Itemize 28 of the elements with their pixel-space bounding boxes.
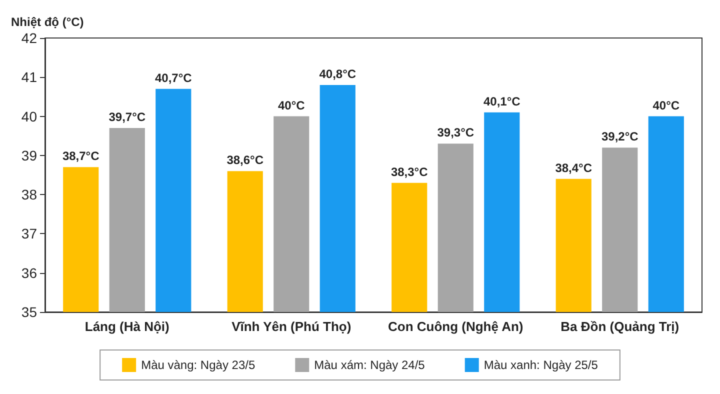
data-label: 39,2°C [601,130,639,144]
data-label: 40,1°C [483,94,521,108]
legend-label: Màu xám: Ngày 24/5 [314,358,426,372]
y-tick-label: 37 [21,226,38,242]
y-tick-label: 36 [21,264,38,281]
y-tick-label: 35 [21,304,38,320]
data-label: 40,8°C [319,66,356,81]
data-label: 38,7°C [62,149,100,164]
data-label: 40°C [278,98,306,112]
y-tick-label: 42 [21,30,38,46]
x-tick-label: Vĩnh Yên (Phú Thọ) [232,319,352,334]
data-label: 39,7°C [108,110,146,124]
data-label: 38,6°C [226,153,264,168]
data-label: 39,3°C [437,126,474,140]
data-label: 38,3°C [390,164,428,179]
data-label: 40°C [652,98,680,112]
x-tick-label: Láng (Hà Nội) [84,319,170,334]
legend-label: Màu xanh: Ngày 25/5 [484,358,598,372]
y-axis-title: Nhiệt độ (°C) [11,15,84,29]
y-tick-label: 40 [21,108,38,124]
y-tick-label: 38 [21,186,38,203]
data-label: 40,7°C [154,70,192,85]
x-tick-label: Ba Đồn (Quảng Trị) [560,319,680,334]
y-tick-label: 39 [21,147,38,164]
x-tick-label: Con Cuông (Nghệ An) [388,319,524,334]
data-label: 38,4°C [555,160,592,175]
legend-label: Màu vàng: Ngày 23/5 [141,358,256,372]
y-tick-label: 41 [21,69,38,86]
